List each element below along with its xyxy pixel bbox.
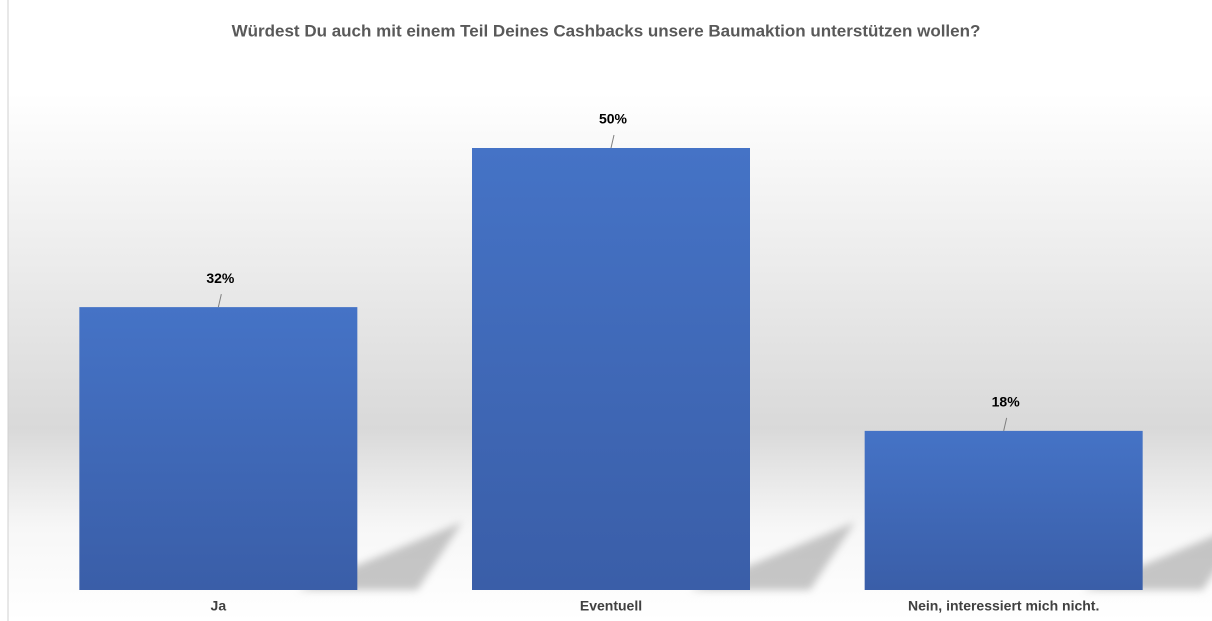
data-label: 32% <box>206 270 235 286</box>
label-leader <box>610 134 615 149</box>
data-label: 50% <box>599 111 628 127</box>
x-tick-label: Eventuell <box>580 598 642 614</box>
label-leader <box>217 294 222 308</box>
bar <box>79 307 358 590</box>
chart-title: Würdest Du auch mit einem Teil Deines Ca… <box>232 21 981 40</box>
bar <box>472 148 750 590</box>
x-tick-label: Ja <box>211 598 227 614</box>
x-tick-label: Nein, interessiert mich nicht. <box>908 598 1099 614</box>
bar <box>864 430 1143 590</box>
label-leader <box>1003 417 1008 431</box>
data-label: 18% <box>992 394 1021 410</box>
